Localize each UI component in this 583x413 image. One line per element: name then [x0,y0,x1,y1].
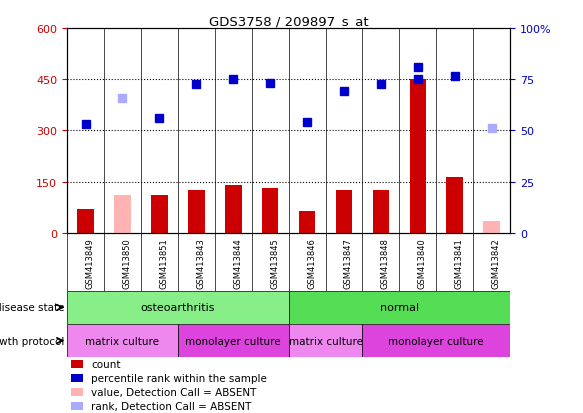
Bar [114,196,131,233]
Text: percentile rank within the sample: percentile rank within the sample [92,373,267,383]
Text: GSM413847: GSM413847 [344,238,353,289]
Bar [336,191,352,233]
Text: matrix culture: matrix culture [86,336,159,346]
Bar [409,80,426,233]
Text: growth protocol: growth protocol [0,336,64,346]
Text: GSM413843: GSM413843 [196,238,205,289]
Bar [289,291,510,324]
Bar [72,388,83,396]
Text: GSM413851: GSM413851 [159,238,168,289]
Bar [67,324,178,357]
Bar [447,177,463,233]
Title: GDS3758 / 209897_s_at: GDS3758 / 209897_s_at [209,15,368,28]
Text: GSM413840: GSM413840 [418,238,427,289]
Text: GSM413845: GSM413845 [270,238,279,289]
Bar [151,196,168,233]
Text: normal: normal [380,303,419,313]
Text: matrix culture: matrix culture [289,336,363,346]
Bar [289,324,363,357]
Bar [225,186,241,233]
Text: GSM413848: GSM413848 [381,238,390,289]
Bar [373,191,389,233]
Bar [72,360,83,368]
Bar [67,291,289,324]
Text: rank, Detection Call = ABSENT: rank, Detection Call = ABSENT [92,401,252,411]
Text: count: count [92,359,121,369]
Text: GSM413841: GSM413841 [455,238,463,289]
Text: osteoarthritis: osteoarthritis [141,303,215,313]
Text: monolayer culture: monolayer culture [388,336,484,346]
Text: GSM413846: GSM413846 [307,238,316,289]
Bar [72,374,83,382]
Text: GSM413844: GSM413844 [233,238,242,289]
Bar [72,402,83,410]
Bar [77,209,94,233]
Text: monolayer culture: monolayer culture [185,336,281,346]
Text: GSM413842: GSM413842 [491,238,501,289]
Bar [363,324,510,357]
Bar [262,188,279,233]
Bar [188,191,205,233]
Text: value, Detection Call = ABSENT: value, Detection Call = ABSENT [92,387,257,397]
Bar [178,324,289,357]
Text: disease state: disease state [0,303,64,313]
Bar [298,211,315,233]
Text: GSM413849: GSM413849 [86,238,94,289]
Bar [483,221,500,233]
Text: GSM413850: GSM413850 [122,238,131,289]
